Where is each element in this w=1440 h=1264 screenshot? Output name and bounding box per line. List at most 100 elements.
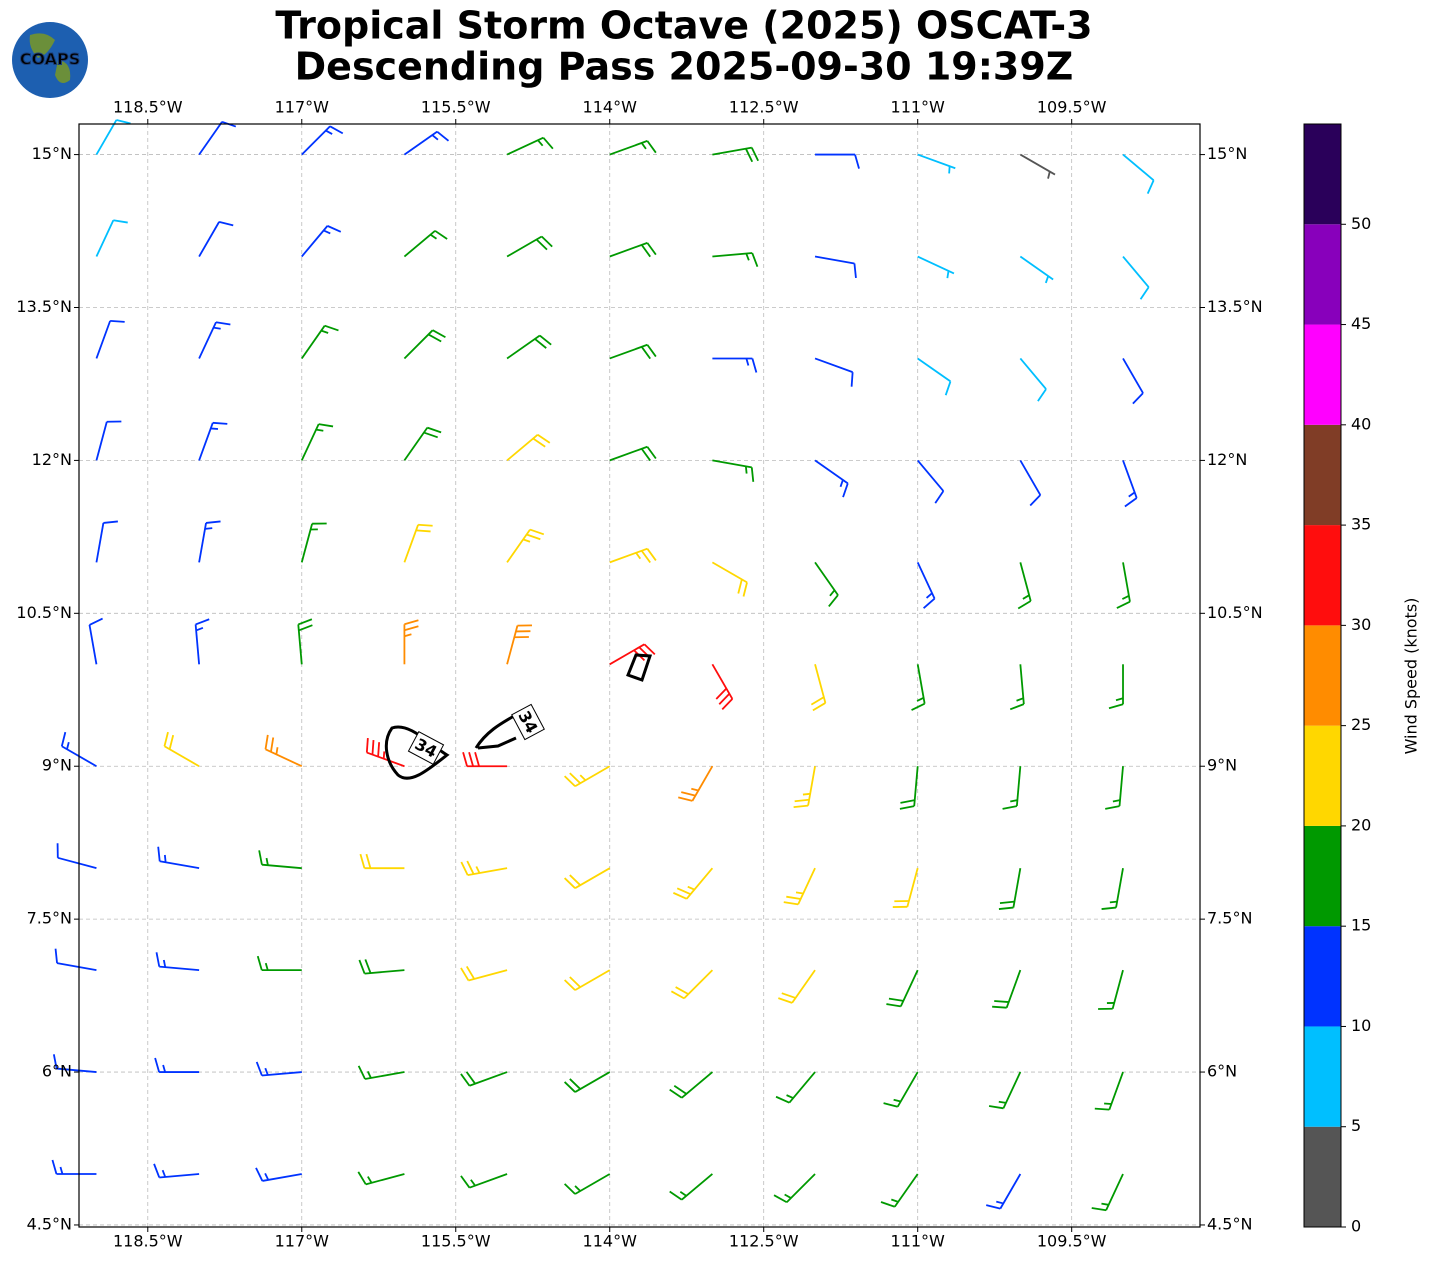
barb-feather [255,1061,263,1076]
barb-feather [640,346,651,360]
wind-barb [258,850,302,870]
barb-feather [992,1005,1007,1009]
wind-barb [1002,766,1022,810]
barb-feather [205,520,221,524]
barb-feather [742,582,748,597]
barb-feather [539,334,552,346]
colorbar-segment [1304,525,1341,626]
barb-staff [1122,358,1144,394]
barb-staff [917,153,956,170]
barb-feather [1116,600,1131,609]
barb-staff [685,867,714,900]
barb-feather [163,731,169,747]
wind-barb [988,1071,1022,1110]
barb-feather [715,687,728,700]
barb-feather [218,221,234,227]
y-tick-label: 4.5°N [1207,1214,1252,1233]
barb-half-feather [210,427,219,430]
barb-feather [359,853,366,869]
barb-half-feather [786,1094,794,1099]
barb-feather [465,1071,476,1085]
barb-staff [364,1071,405,1080]
barb-feather [432,329,446,339]
wind-barb [563,969,611,991]
wind-barb [998,868,1022,910]
barb-half-feather [213,326,221,330]
colorbar-segment [1304,324,1341,425]
barb-staff [797,867,816,905]
wind-barb [460,1071,508,1087]
barb-feather [794,798,810,803]
wind-barb [198,120,237,156]
barb-feather [1009,703,1025,711]
barb-feather [60,731,67,747]
colorbar-tick-label: 45 [1351,314,1371,333]
barb-feather [468,751,474,767]
barb-feather [364,959,372,974]
barb-staff [57,856,97,870]
barb-half-feather [1112,799,1121,803]
barb-staff [917,459,945,492]
y-tick-label: 7.5°N [27,909,72,928]
wind-barb [712,357,758,373]
barb-staff [467,867,508,877]
barb-staff [301,225,329,258]
barb-staff [1005,969,1022,1009]
barb-half-feather [162,959,167,968]
barb-feather [371,740,375,755]
wind-barb [783,867,816,906]
barb-feather [542,137,554,150]
barb-half-feather [522,538,531,543]
barb-staff [506,529,531,563]
barb-staff [403,130,438,156]
colorbar-segment [1304,926,1341,1027]
barb-feather [1105,805,1120,810]
barb-feather [329,125,344,135]
wind-barb [609,343,657,360]
wind-barb [670,969,714,1000]
barb-feather [676,887,691,896]
wind-barb [1017,562,1032,610]
barb-feather [103,520,118,524]
wind-barb [358,959,405,975]
wind-barb [155,952,200,972]
barb-staff [712,252,753,258]
contour-label-box: 34 [407,731,445,765]
barb-feather [270,737,275,752]
wind-barb [359,853,405,870]
wind-barb [198,321,231,359]
x-tick-label: 117°W [275,98,330,117]
barb-half-feather [537,139,544,147]
y-tick-label: 9°N [1207,756,1237,775]
barb-staff [609,140,648,156]
wind-barb [883,1071,919,1108]
barb-feather [944,381,952,396]
wind-barb [56,843,97,870]
barb-half-feather [315,428,324,432]
barb-half-feather [925,592,933,599]
barb-half-feather [264,1172,270,1181]
wind-barb [1091,1173,1124,1212]
barb-feather [434,230,448,240]
barb-feather [89,617,103,626]
y-tick-label: 12°N [1207,450,1247,469]
barb-half-feather [404,633,412,638]
barb-half-feather [367,1176,373,1184]
wind-barb [506,433,551,462]
wind-barb [403,619,419,665]
barb-feather [1029,494,1041,507]
barb-feather [673,1085,687,1095]
wind-barb [255,1167,302,1182]
x-tick-label: 112.5°W [729,1232,799,1251]
barb-staff [403,427,429,461]
barb-staff [791,969,816,1004]
wind-barb [815,153,860,169]
wind-barb [301,125,344,156]
barb-staff [999,1173,1022,1210]
barb-feather [899,805,915,810]
barb-feather [886,1003,901,1008]
barb-half-feather [1044,275,1050,284]
wind-barb [264,734,303,768]
barb-feather [460,1073,471,1087]
barb-staff [1019,153,1056,176]
